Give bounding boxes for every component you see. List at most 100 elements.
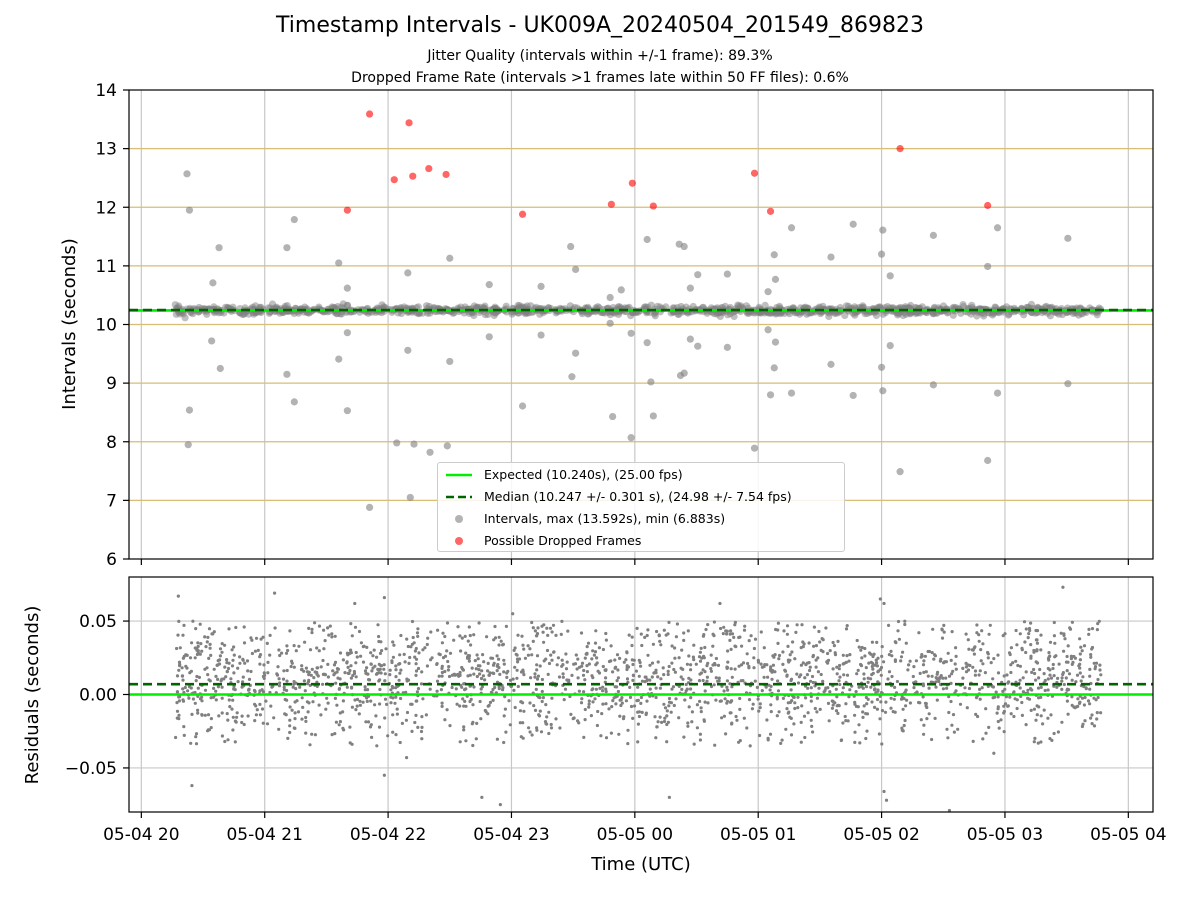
residual-point <box>394 675 398 679</box>
residual-point <box>307 673 311 677</box>
residual-point <box>893 658 898 662</box>
residual-point <box>1004 695 1009 699</box>
residual-point <box>1060 679 1064 683</box>
residual-point <box>376 667 380 672</box>
residual-point <box>868 651 872 655</box>
residual-point <box>315 670 319 675</box>
residual-point <box>805 661 809 665</box>
residual-point <box>458 740 462 744</box>
residual-point <box>625 677 630 681</box>
residual-point <box>348 668 352 673</box>
residual-point <box>680 687 684 692</box>
residual-point <box>791 640 795 644</box>
x-tick-label: 05-04 21 <box>226 825 302 845</box>
interval-point <box>766 391 775 399</box>
residual-point <box>1020 700 1024 705</box>
residual-point <box>419 682 424 686</box>
residual-point <box>358 703 362 707</box>
residual-point <box>439 688 443 692</box>
residual-point <box>540 624 544 628</box>
residual-point <box>984 707 988 711</box>
residual-point <box>785 707 789 711</box>
interval-point <box>825 312 833 321</box>
residual-point <box>533 672 537 676</box>
residual-point <box>290 708 294 712</box>
residual-point <box>436 628 440 632</box>
residual-point <box>333 660 338 665</box>
residual-point <box>1082 703 1086 707</box>
residual-point <box>1056 676 1060 681</box>
residual-point <box>209 726 213 730</box>
residual-point <box>498 803 502 807</box>
interval-point <box>606 319 614 327</box>
residual-point <box>1057 662 1061 666</box>
residual-point <box>1046 666 1050 671</box>
residual-point <box>970 648 974 652</box>
residual-point <box>330 632 334 636</box>
residual-point <box>472 672 476 676</box>
residual-point <box>1089 681 1093 686</box>
residual-point <box>220 650 224 654</box>
residual-point <box>667 704 671 708</box>
residual-point <box>447 665 451 669</box>
residual-point <box>725 665 729 669</box>
residual-point <box>759 662 763 666</box>
residual-point <box>900 726 904 730</box>
residual-point <box>683 698 687 702</box>
residual-point <box>629 704 634 709</box>
residual-point <box>438 653 442 657</box>
residual-point <box>592 653 597 657</box>
interval-point <box>181 314 189 322</box>
residual-point <box>233 719 237 723</box>
residual-point <box>564 667 569 671</box>
interval-point <box>1078 310 1086 318</box>
residual-point <box>1039 648 1043 652</box>
residual-point <box>521 643 525 647</box>
residual-point <box>346 653 350 657</box>
residual-point <box>507 699 511 703</box>
residual-point <box>1030 670 1034 675</box>
residual-point <box>354 675 358 679</box>
interval-point <box>879 310 887 318</box>
residual-point <box>726 688 730 692</box>
residual-point <box>561 675 565 679</box>
residual-point <box>684 682 688 687</box>
residual-point <box>742 716 746 720</box>
interval-point <box>984 262 992 271</box>
residual-point <box>294 681 298 685</box>
residual-point <box>477 621 481 625</box>
dropped-frame-point <box>425 164 433 173</box>
residual-point <box>454 687 458 691</box>
residual-point <box>245 659 250 663</box>
residual-point <box>269 704 273 708</box>
residual-point <box>538 709 542 713</box>
residual-point <box>1035 649 1039 653</box>
residual-point <box>446 668 450 672</box>
residual-point <box>282 688 286 692</box>
residual-point <box>926 674 930 678</box>
residual-point <box>1089 716 1093 720</box>
legend-label: Expected (10.240s), (25.00 fps) <box>484 467 683 482</box>
residual-point <box>333 696 337 701</box>
residual-point <box>240 714 244 718</box>
residual-point <box>385 702 389 707</box>
residual-point <box>887 653 892 657</box>
residual-point <box>408 655 412 660</box>
residual-point <box>861 715 865 720</box>
residual-point <box>479 676 484 681</box>
residual-point <box>884 798 889 802</box>
dropped-frame-point <box>628 179 636 187</box>
residual-point <box>1015 698 1019 702</box>
interval-point <box>742 302 751 310</box>
residual-point <box>304 666 308 670</box>
residual-point <box>281 677 286 681</box>
interval-point <box>485 333 493 341</box>
residual-point <box>292 665 296 669</box>
residual-point <box>729 629 733 633</box>
residual-point <box>933 716 937 721</box>
residual-point <box>802 714 807 718</box>
residual-point <box>539 730 544 734</box>
residual-point <box>1036 741 1040 745</box>
residual-point <box>419 729 424 734</box>
residual-point <box>1046 677 1050 681</box>
